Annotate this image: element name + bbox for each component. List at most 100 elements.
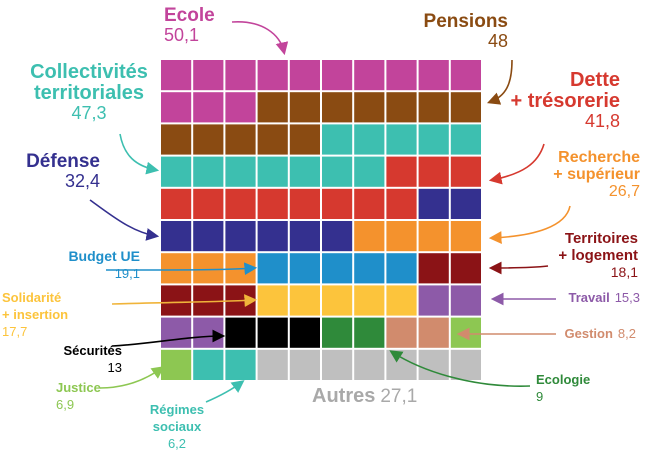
arrow-budget_ue <box>105 262 258 276</box>
waffle-cell-pensions <box>322 92 353 123</box>
label-value-solidarite: 17,7 <box>2 323 28 339</box>
label-travail: Travail 15,3 <box>568 290 640 307</box>
label-name-justice: Justice <box>56 380 101 395</box>
waffle-cell-collectivites <box>354 156 385 187</box>
waffle-cell-defense <box>418 188 449 219</box>
waffle-cell-solidarite <box>354 285 385 316</box>
waffle-cell-justice <box>161 349 192 380</box>
waffle-cell-collectivites <box>161 156 192 187</box>
waffle-cell-collectivites <box>354 124 385 155</box>
label-value-territoires: 18,1 <box>610 263 638 280</box>
label-value-securites: 13 <box>107 359 122 375</box>
waffle-cell-recherche <box>161 253 192 284</box>
waffle-cell-pensions <box>450 92 481 123</box>
waffle-cell-pensions <box>418 92 449 123</box>
label-name-line: Recherche <box>558 149 640 166</box>
label-name-dette: Dette + trésorerie <box>510 69 620 112</box>
label-regimes: Régimes sociaux 6,2 <box>142 402 212 452</box>
waffle-cell-ecole <box>225 92 256 123</box>
waffle-cell-defense <box>289 221 320 252</box>
label-name-line: + trésorerie <box>510 90 620 112</box>
waffle-cell-ecole <box>450 60 481 91</box>
waffle-cell-ecole <box>418 60 449 91</box>
waffle-cell-collectivites <box>418 124 449 155</box>
label-name-line: Territoires <box>564 230 638 247</box>
label-name-ecologie: Ecologie <box>536 372 591 387</box>
waffle-cell-ecole <box>161 92 192 123</box>
waffle-cell-autres <box>354 349 385 380</box>
waffle-cell-dette <box>322 188 353 219</box>
waffle-cell-budget_ue <box>354 253 385 284</box>
label-value-pensions: 48 <box>487 30 508 51</box>
label-name-line: Régimes <box>149 402 205 417</box>
label-securites: Sécurités 13 <box>52 343 122 377</box>
label-name-autres: Autres <box>312 385 376 407</box>
waffle-cell-defense <box>193 221 224 252</box>
arrow-pensions <box>487 59 513 105</box>
waffle-cell-pensions <box>289 124 320 155</box>
label-name-line: + logement <box>558 246 638 264</box>
waffle-cell-dette <box>450 156 481 187</box>
label-name-gestion: Gestion <box>564 326 613 341</box>
label-value-justice: 6,9 <box>56 396 75 412</box>
waffle-cell-recherche <box>193 253 224 284</box>
waffle-cell-ecole <box>193 92 224 123</box>
waffle-cell-pensions <box>289 92 320 123</box>
waffle-cell-ecole <box>257 60 288 91</box>
waffle-cell-pensions <box>354 92 385 123</box>
waffle-cell-budget_ue <box>386 253 417 284</box>
waffle-cell-dette <box>386 188 417 219</box>
waffle-cell-territoires <box>450 253 481 284</box>
waffle-cell-defense <box>161 221 192 252</box>
label-ecole: Ecole 50,1 <box>164 6 215 46</box>
label-gestion: Gestion 8,2 <box>565 326 636 343</box>
label-name-collectivites: Collectivités territoriales <box>30 61 148 104</box>
waffle-cell-securites <box>289 317 320 348</box>
waffle-cell-pensions <box>257 124 288 155</box>
waffle-cell-autres <box>289 349 320 380</box>
waffle-cell-collectivites <box>322 124 353 155</box>
waffle-cell-ecole <box>354 60 385 91</box>
waffle-cell-ecole <box>161 60 192 91</box>
label-name-securites: Sécurités <box>63 343 122 358</box>
label-dette: Dette + trésorerie 41,8 <box>510 70 620 132</box>
label-name-line: Dette <box>569 69 620 91</box>
label-value-autres: 27,1 <box>380 386 418 407</box>
waffle-cell-defense <box>450 188 481 219</box>
label-autres: Autres 27,1 <box>312 386 417 407</box>
waffle-cell-territoires <box>161 285 192 316</box>
arrow-securites <box>111 329 226 347</box>
arrow-ecologie <box>389 350 531 387</box>
waffle-cell-regimes <box>225 349 256 380</box>
label-value-travail: 15,3 <box>614 290 640 305</box>
label-name-line: Solidarité <box>2 290 62 305</box>
waffle-cell-pensions <box>225 124 256 155</box>
waffle-cell-justice <box>450 317 481 348</box>
waffle-cell-ecole <box>193 60 224 91</box>
waffle-cell-autres <box>450 349 481 380</box>
waffle-cell-autres <box>322 349 353 380</box>
waffle-cell-securites <box>225 317 256 348</box>
waffle-cell-collectivites <box>289 156 320 187</box>
label-name-line: sociaux <box>152 418 202 434</box>
arrow-recherche <box>488 205 571 244</box>
waffle-cell-collectivites <box>193 156 224 187</box>
label-justice: Justice 6,9 <box>56 380 101 414</box>
label-name-regimes: Régimes sociaux <box>150 402 204 434</box>
arrow-collectivites <box>119 133 160 175</box>
waffle-cell-collectivites <box>386 124 417 155</box>
label-pensions: Pensions 48 <box>424 12 508 52</box>
label-name-travail: Travail <box>568 290 610 305</box>
label-value-dette: 41,8 <box>584 111 620 131</box>
waffle-cell-territoires <box>418 253 449 284</box>
waffle-cell-gestion <box>418 317 449 348</box>
label-value-regimes: 6,2 <box>167 435 187 451</box>
waffle-cell-travail <box>193 317 224 348</box>
arrow-territoires <box>488 261 549 275</box>
label-defense: Défense 32,4 <box>12 152 100 192</box>
waffle-cell-dette <box>193 188 224 219</box>
waffle-cell-securites <box>257 317 288 348</box>
label-name-defense: Défense <box>26 151 100 172</box>
waffle-cell-solidarite <box>257 285 288 316</box>
